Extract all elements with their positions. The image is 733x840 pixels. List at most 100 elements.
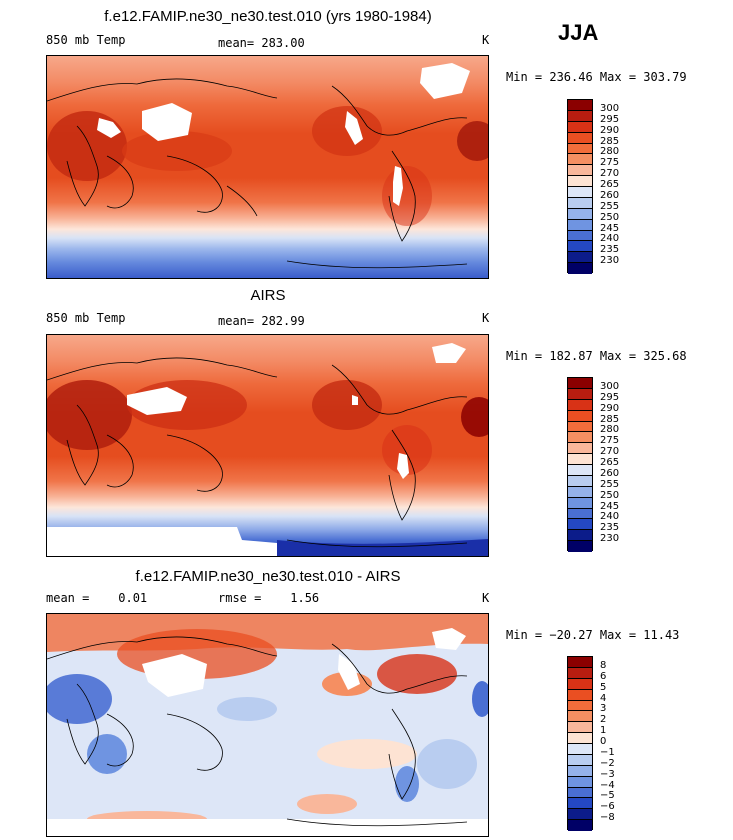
obs-minmax-label: Min = 182.87 Max = 325.68 [506,349,687,363]
colorbar-cell [568,241,592,253]
diff-mean-label: mean = 0.01 [46,591,148,605]
colorbar-cell [568,754,592,766]
colorbar-tick-label: 245 [600,500,620,512]
colorbar-tick-label: 260 [600,467,620,479]
model-variable-label: 850 mb Temp [46,33,126,47]
model-panel-title: f.e12.FAMIP.ne30_ne30.test.010 (yrs 1980… [104,8,432,25]
colorbar-cell [568,432,592,444]
colorbar-tick-label: 270 [600,446,620,458]
season-label: JJA [558,20,599,45]
model-mean-label: mean= 283.00 [218,36,305,50]
model-temperature-map [46,55,489,279]
colorbar-cell [568,121,592,133]
colorbar-tick-label: 295 [600,113,620,125]
colorbar-tick-label: 250 [600,489,620,501]
colorbar-cell [568,165,592,177]
colorbar-cell [568,678,592,690]
colorbar-cell [568,744,592,755]
colorbar-tick-label: −8 [600,812,615,824]
colorbar-cell [568,230,592,242]
diff-rmse-label: rmse = 1.56 [218,591,320,605]
diff-colorbar [567,656,593,831]
colorbar-cell [568,667,592,679]
colorbar-tick-label: −1 [600,746,615,758]
colorbar-tick-label: 230 [600,255,620,267]
colorbar-tick-label: 255 [600,200,620,212]
colorbar-cell [568,219,592,231]
diff-minmax-label: Min = −20.27 Max = 11.43 [506,628,680,642]
colorbar-tick-label: −5 [600,790,615,802]
colorbar-cell [568,465,592,476]
colorbar-tick-label: 0 [600,736,607,747]
colorbar-cell [568,486,592,498]
model-minmax-label: Min = 236.46 Max = 303.79 [506,70,687,84]
colorbar-tick-label: 260 [600,189,620,201]
colorbar-tick-label: 235 [600,244,620,256]
colorbar-cell [568,530,592,542]
colorbar-cell [568,497,592,509]
colorbar-cell [568,657,592,668]
colorbar-tick-label: 280 [600,146,620,158]
colorbar-cell [568,541,592,552]
colorbar-tick-label: 265 [600,457,620,468]
obs-mean-label: mean= 282.99 [218,314,305,328]
colorbar-tick-label: −6 [600,801,615,813]
diff-temperature-map [46,613,489,837]
colorbar-cell [568,208,592,220]
colorbar-tick-label: 3 [600,703,607,715]
colorbar-cell [568,454,592,465]
colorbar-tick-label: 285 [600,135,620,147]
colorbar-tick-label: 240 [600,511,620,523]
obs-colorbar-labels: 300 295 290 285 280 275 270 265 260 255 250 245 240 2… [600,377,640,551]
colorbar-tick-label: 6 [600,670,607,682]
colorbar-tick-label: 285 [600,413,620,425]
colorbar-cell [568,700,592,712]
colorbar-tick-label: 290 [600,402,620,414]
colorbar-cell [568,154,592,166]
colorbar-tick-label: 240 [600,233,620,245]
colorbar-cell [568,410,592,422]
obs-variable-label: 850 mb Temp [46,311,126,325]
colorbar-cell [568,787,592,799]
model-map-svg [47,56,488,278]
colorbar-tick-label: 290 [600,124,620,136]
colorbar-cell [568,110,592,122]
obs-map-svg [47,335,488,556]
colorbar-cell [568,820,592,831]
colorbar-tick-label: 300 [600,380,620,392]
colorbar-tick-label: 265 [600,179,620,190]
colorbar-tick-label: −3 [600,768,615,780]
colorbar-tick-label: 295 [600,391,620,403]
colorbar-cell [568,798,592,810]
diff-colorbar-labels: 8 6 5 4 3 2 1 0 −1 −2 −3 −4 −5 −6 −8 [600,656,640,830]
colorbar-cell [568,388,592,400]
colorbar-cell [568,508,592,520]
colorbar-cell [568,100,592,111]
colorbar-tick-label: 245 [600,222,620,234]
colorbar-tick-label: −2 [600,757,615,769]
colorbar-cell [568,143,592,155]
colorbar-tick-label: 300 [600,102,620,114]
colorbar-cell [568,399,592,411]
model-colorbar [567,99,593,274]
model-units-label: K [482,33,490,47]
diff-units-label: K [482,591,490,605]
colorbar-tick-label: 4 [600,692,607,704]
colorbar-cell [568,475,592,487]
colorbar-cell [568,733,592,744]
obs-panel-title: AIRS [250,287,286,304]
colorbar-cell [568,421,592,433]
colorbar-cell [568,132,592,144]
colorbar-cell [568,765,592,777]
colorbar-cell [568,776,592,788]
colorbar-tick-label: 2 [600,714,607,726]
colorbar-tick-label: 235 [600,522,620,534]
obs-units-label: K [482,311,490,325]
colorbar-cell [568,689,592,701]
colorbar-cell [568,252,592,264]
obs-colorbar [567,377,593,552]
obs-temperature-map [46,334,489,557]
colorbar-tick-label: −4 [600,779,615,791]
colorbar-tick-label: 8 [600,659,607,671]
colorbar-tick-label: 1 [600,725,607,737]
